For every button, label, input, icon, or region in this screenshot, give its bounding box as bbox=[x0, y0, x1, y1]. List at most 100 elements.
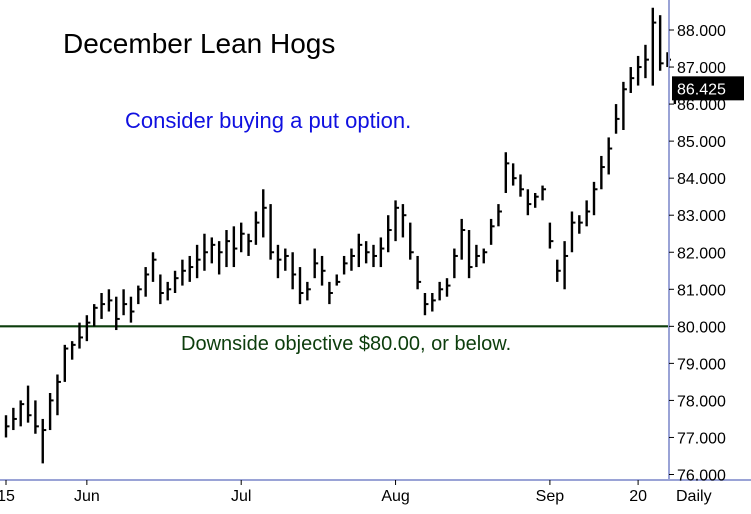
price-bar bbox=[372, 244, 377, 268]
last-price-tag: 86.425 bbox=[672, 76, 744, 101]
x-tick-label: Jul bbox=[231, 488, 251, 505]
price-bar bbox=[78, 322, 83, 349]
price-bar bbox=[431, 292, 436, 312]
price-bar bbox=[137, 285, 142, 305]
price-bar bbox=[56, 374, 61, 416]
price-bar bbox=[41, 418, 47, 464]
price-bar bbox=[144, 267, 150, 297]
price-bar bbox=[159, 274, 164, 305]
price-bar bbox=[416, 255, 422, 290]
advice-annotation: Consider buying a put option. bbox=[125, 108, 411, 133]
x-tick-label: Sep bbox=[536, 488, 565, 505]
price-bar bbox=[570, 211, 576, 253]
price-bar bbox=[239, 222, 245, 253]
price-bar bbox=[387, 215, 392, 253]
y-tick-label: 87.000 bbox=[677, 60, 726, 77]
price-bar bbox=[210, 237, 216, 264]
price-bar bbox=[291, 252, 297, 290]
price-bar bbox=[173, 270, 179, 293]
price-bar bbox=[63, 344, 69, 382]
y-tick-label: 88.000 bbox=[677, 23, 726, 40]
last-price-box bbox=[672, 76, 744, 101]
price-bar bbox=[284, 248, 289, 271]
price-bar bbox=[614, 104, 620, 134]
price-bar bbox=[306, 281, 311, 301]
price-bar bbox=[115, 296, 120, 331]
price-bar bbox=[401, 204, 407, 238]
price-bar bbox=[607, 137, 613, 175]
price-bar bbox=[379, 237, 385, 268]
price-bar bbox=[232, 226, 238, 268]
price-bar bbox=[48, 393, 54, 431]
price-bar bbox=[298, 267, 304, 305]
price-bar bbox=[511, 163, 517, 186]
price-bar bbox=[548, 222, 554, 249]
price-bar bbox=[26, 385, 32, 423]
price-bar bbox=[644, 44, 649, 79]
price-bar bbox=[151, 252, 157, 282]
price-bar bbox=[497, 204, 502, 227]
y-tick-label: 76.000 bbox=[677, 468, 726, 485]
price-bar bbox=[394, 200, 400, 242]
price-bar bbox=[504, 152, 510, 193]
price-bar bbox=[460, 218, 466, 260]
price-bar bbox=[423, 292, 429, 316]
price-bar bbox=[217, 241, 223, 275]
y-tick-label: 77.000 bbox=[677, 430, 726, 447]
price-bar bbox=[19, 400, 25, 427]
price-bar bbox=[467, 230, 473, 279]
price-bar bbox=[276, 244, 282, 279]
y-tick-label: 85.000 bbox=[677, 134, 726, 151]
price-bar bbox=[592, 181, 598, 216]
price-bar bbox=[107, 289, 113, 312]
price-bar bbox=[629, 67, 635, 93]
last-price-label: 86.425 bbox=[677, 81, 726, 98]
price-bar bbox=[247, 233, 253, 256]
price-bar bbox=[320, 255, 326, 286]
chart-title: December Lean Hogs bbox=[63, 28, 335, 59]
price-bar bbox=[585, 200, 591, 227]
price-bar bbox=[563, 241, 569, 290]
x-tick-label: Jun bbox=[74, 488, 100, 505]
y-tick-label: 83.000 bbox=[677, 208, 726, 225]
price-bar bbox=[100, 292, 106, 319]
price-bar bbox=[438, 281, 444, 301]
x-tick-label: 15 bbox=[0, 488, 15, 505]
price-bar bbox=[622, 81, 627, 131]
price-bar bbox=[475, 244, 480, 268]
price-bar bbox=[166, 281, 172, 301]
price-bar bbox=[409, 222, 414, 260]
price-bar bbox=[34, 400, 39, 434]
x-tick-label: 20 bbox=[629, 488, 647, 505]
price-bar bbox=[658, 15, 664, 71]
y-tick-label: 78.000 bbox=[677, 393, 726, 410]
price-bar bbox=[578, 215, 583, 234]
price-bar bbox=[181, 259, 186, 286]
price-bar bbox=[188, 255, 194, 282]
price-bar bbox=[453, 248, 458, 279]
price-bar bbox=[328, 281, 333, 305]
price-bar bbox=[489, 218, 495, 245]
y-tick-label: 81.000 bbox=[677, 282, 726, 299]
price-bar bbox=[269, 204, 275, 260]
price-bar bbox=[12, 407, 17, 431]
price-bar bbox=[203, 233, 208, 271]
price-bar bbox=[636, 55, 642, 86]
price-bar bbox=[350, 248, 355, 271]
y-tick-label: 79.000 bbox=[677, 356, 726, 373]
price-bar bbox=[70, 341, 76, 360]
price-bar bbox=[4, 415, 10, 438]
price-bar bbox=[262, 189, 267, 238]
period-label: Daily bbox=[676, 488, 712, 505]
price-bar bbox=[534, 192, 539, 208]
price-bar bbox=[129, 296, 135, 323]
price-bar bbox=[519, 174, 524, 197]
y-tick-label: 82.000 bbox=[677, 245, 726, 262]
price-bar bbox=[600, 155, 605, 190]
y-tick-label: 84.000 bbox=[677, 171, 726, 188]
price-bar bbox=[541, 185, 547, 201]
price-bar bbox=[122, 289, 128, 316]
price-bar bbox=[225, 230, 230, 268]
price-bar bbox=[92, 304, 98, 327]
